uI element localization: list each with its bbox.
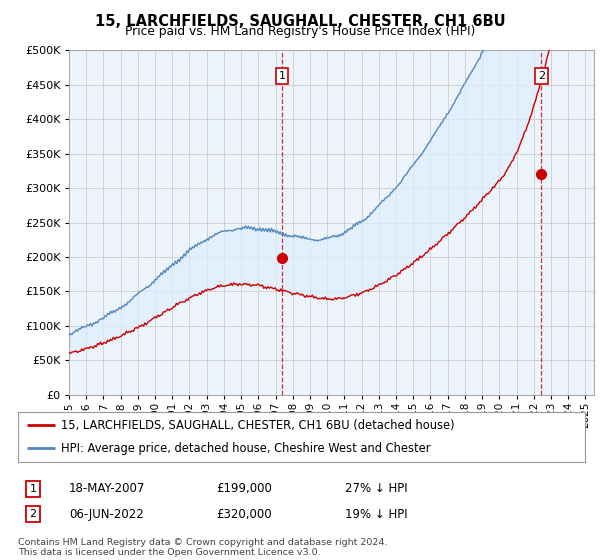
Text: 2: 2: [29, 509, 37, 519]
Text: 06-JUN-2022: 06-JUN-2022: [69, 507, 144, 521]
Text: 27% ↓ HPI: 27% ↓ HPI: [345, 482, 407, 496]
Text: Contains HM Land Registry data © Crown copyright and database right 2024.
This d: Contains HM Land Registry data © Crown c…: [18, 538, 388, 557]
Text: £199,000: £199,000: [216, 482, 272, 496]
Text: 18-MAY-2007: 18-MAY-2007: [69, 482, 145, 496]
Text: 15, LARCHFIELDS, SAUGHALL, CHESTER, CH1 6BU: 15, LARCHFIELDS, SAUGHALL, CHESTER, CH1 …: [95, 14, 505, 29]
Text: 19% ↓ HPI: 19% ↓ HPI: [345, 507, 407, 521]
Text: 1: 1: [278, 71, 286, 81]
Text: 1: 1: [29, 484, 37, 494]
Text: 2: 2: [538, 71, 545, 81]
Text: £320,000: £320,000: [216, 507, 272, 521]
Text: 15, LARCHFIELDS, SAUGHALL, CHESTER, CH1 6BU (detached house): 15, LARCHFIELDS, SAUGHALL, CHESTER, CH1 …: [61, 419, 454, 432]
Text: Price paid vs. HM Land Registry's House Price Index (HPI): Price paid vs. HM Land Registry's House …: [125, 25, 475, 38]
Text: HPI: Average price, detached house, Cheshire West and Chester: HPI: Average price, detached house, Ches…: [61, 442, 430, 455]
